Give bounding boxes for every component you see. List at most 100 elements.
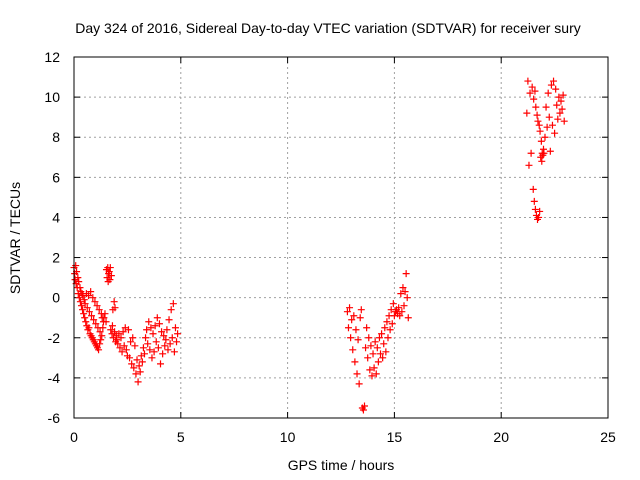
axis-ticks: 0 5 10 15 20 25 -6 -4 -2 0 2 4 6 8 10 12 <box>44 49 616 445</box>
data-point <box>97 336 105 344</box>
x-tick-label: 0 <box>70 429 78 445</box>
data-point <box>120 342 128 350</box>
data-point <box>535 213 543 221</box>
data-point <box>348 316 356 324</box>
data-point <box>371 338 379 346</box>
data-point <box>558 105 566 113</box>
data-point <box>365 334 373 342</box>
data-point <box>117 334 125 342</box>
data-point <box>352 326 360 334</box>
data-point <box>161 342 169 350</box>
data-point <box>395 304 403 312</box>
y-axis-label: SDTVAR / TECUs <box>7 182 23 294</box>
data-point <box>404 314 412 322</box>
data-point <box>389 300 397 308</box>
data-point <box>148 354 156 362</box>
data-point <box>346 304 354 312</box>
data-point <box>95 346 103 354</box>
data-point <box>170 348 178 356</box>
data-point <box>93 302 101 310</box>
data-point <box>382 348 390 356</box>
data-point <box>553 101 561 109</box>
data-point <box>531 87 539 95</box>
y-tick-label: 8 <box>52 129 60 145</box>
data-point <box>140 350 148 358</box>
data-point <box>98 332 106 340</box>
data-point <box>92 320 100 328</box>
y-tick-label: 4 <box>52 209 60 225</box>
data-point <box>362 344 370 352</box>
y-tick-label: -2 <box>48 330 61 346</box>
data-point <box>528 83 536 91</box>
data-point <box>149 330 157 338</box>
data-point <box>75 294 83 302</box>
data-point <box>386 326 394 334</box>
data-point <box>396 312 404 320</box>
plot-frame <box>73 56 609 419</box>
data-point <box>359 406 367 414</box>
data-point <box>367 342 375 350</box>
data-point <box>364 354 372 362</box>
data-point <box>155 320 163 328</box>
data-point <box>164 346 172 354</box>
data-point <box>81 314 89 322</box>
data-point <box>532 103 540 111</box>
data-point <box>107 272 115 280</box>
data-point <box>158 328 166 336</box>
data-point <box>127 338 135 346</box>
data-point <box>110 298 118 306</box>
data-point <box>144 340 152 348</box>
data-point <box>85 308 93 316</box>
data-point <box>366 366 374 374</box>
data-point <box>533 111 541 119</box>
data-point <box>165 316 173 324</box>
data-point <box>368 372 376 380</box>
y-tick-label: 10 <box>44 89 60 105</box>
data-point <box>535 121 543 129</box>
data-point <box>80 310 88 318</box>
data-point <box>527 149 535 157</box>
data-point <box>373 344 381 352</box>
x-axis-label: GPS time / hours <box>288 457 395 473</box>
data-point <box>142 334 150 342</box>
data-point <box>106 264 114 272</box>
data-point <box>357 306 365 314</box>
data-point <box>108 322 116 330</box>
data-point <box>350 312 358 320</box>
data-point <box>130 364 138 372</box>
data-point <box>388 320 396 328</box>
data-point <box>537 137 545 145</box>
data-point <box>531 205 539 213</box>
data-point <box>76 298 84 306</box>
data-point <box>559 91 567 99</box>
data-point <box>524 77 532 85</box>
data-point <box>544 89 552 97</box>
data-point <box>126 354 134 362</box>
data-point <box>99 324 107 332</box>
data-point <box>397 290 405 298</box>
data-point <box>377 350 385 358</box>
data-point <box>87 288 95 296</box>
data-point <box>135 362 143 370</box>
data-point <box>530 95 538 103</box>
data-point <box>152 338 160 346</box>
data-point <box>547 81 555 89</box>
data-point <box>542 103 550 111</box>
data-point <box>546 147 554 155</box>
y-tick-label: 12 <box>44 49 60 65</box>
data-point <box>138 358 146 366</box>
data-point <box>379 354 387 362</box>
data-point <box>150 348 158 356</box>
data-point <box>160 332 168 340</box>
data-point <box>174 330 182 338</box>
data-point <box>96 328 104 336</box>
data-point <box>536 207 544 215</box>
data-point <box>534 117 542 125</box>
data-point <box>102 318 110 326</box>
data-point <box>551 129 559 137</box>
data-point <box>118 348 126 356</box>
data-point <box>75 278 83 286</box>
data-point <box>400 302 408 310</box>
data-point <box>349 346 357 354</box>
